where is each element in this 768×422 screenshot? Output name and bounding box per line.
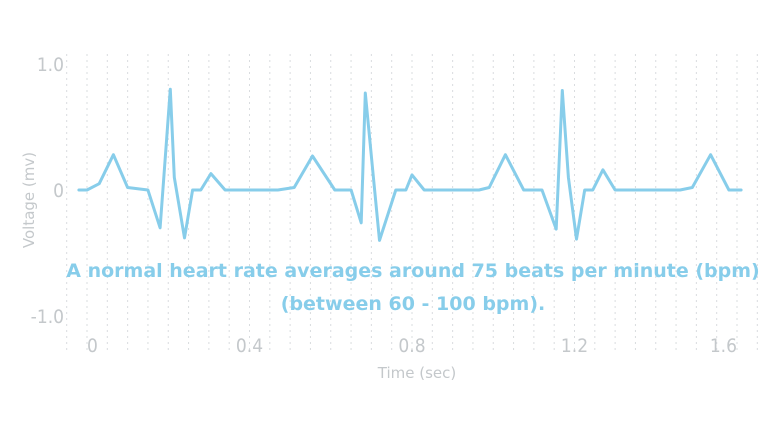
grid-lines [66,54,758,352]
y-tick-label: 0 [53,180,64,202]
x-axis-label: Time (sec) [377,364,456,382]
y-tick-label: 1.0 [37,54,64,76]
x-tick-label: 0.8 [398,335,425,357]
y-axis-ticks: 1.0 0 -1.0 [31,54,64,328]
x-tick-label: 0 [87,335,98,357]
annotation-line-1: A normal heart rate averages around 75 b… [66,260,759,282]
y-tick-label: -1.0 [31,306,64,328]
x-axis-ticks: 0 0.4 0.8 1.2 1.6 [87,335,737,357]
y-axis-label: Voltage (mv) [20,152,38,248]
ecg-series-line [77,87,743,242]
annotation-line-2: (between 60 - 100 bpm). [281,293,545,315]
x-tick-label: 0.4 [236,335,263,357]
x-tick-label: 1.2 [561,335,588,357]
x-tick-label: 1.6 [710,335,737,357]
